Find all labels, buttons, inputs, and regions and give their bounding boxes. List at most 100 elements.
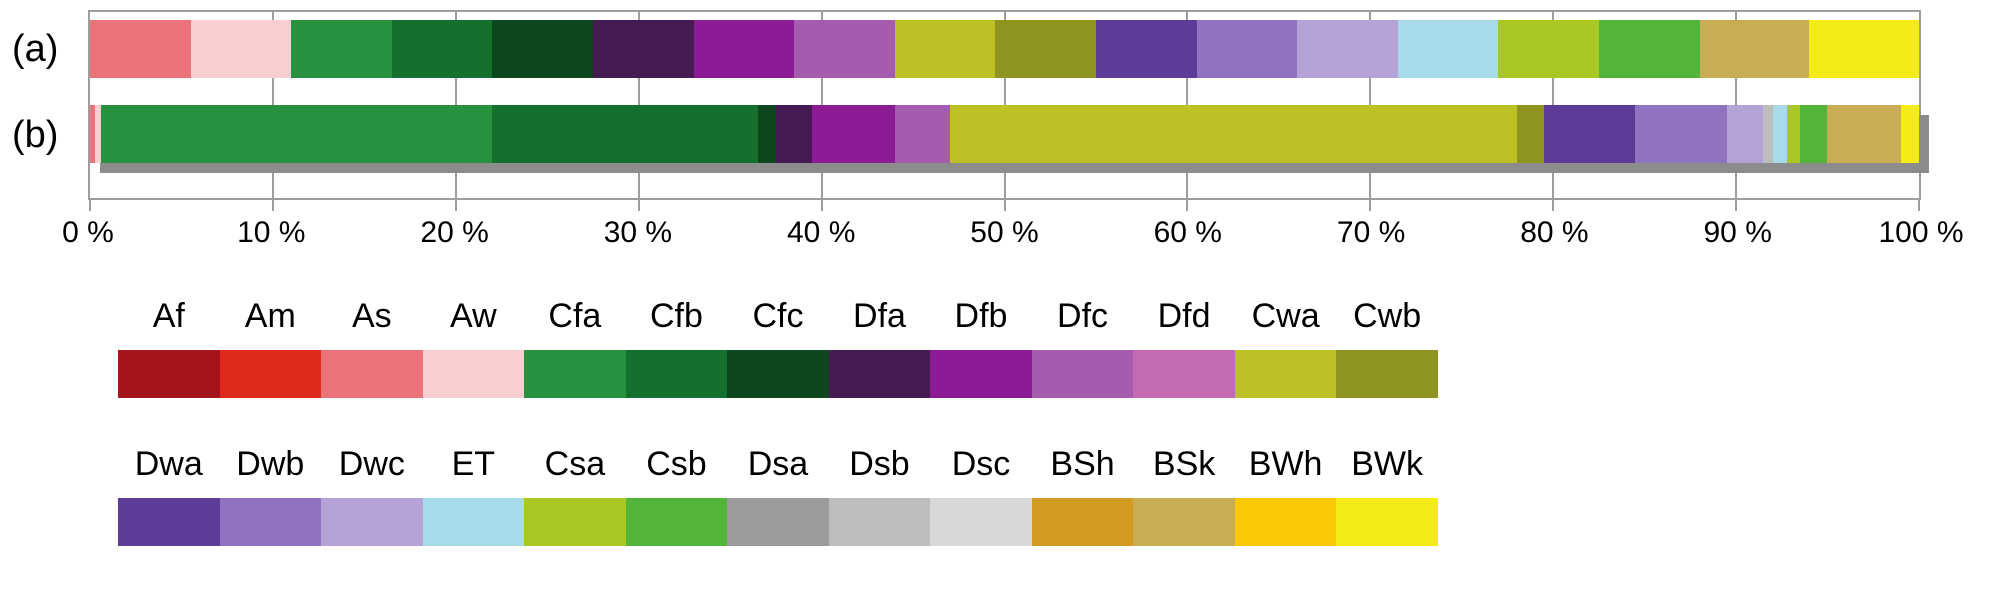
x-axis-label-10: 10 % — [237, 216, 306, 249]
axis-tick-20 — [454, 200, 457, 211]
x-axis-label-0: 0 % — [62, 216, 114, 249]
legend-label-Dwc: Dwc — [338, 445, 405, 483]
series-b-label: (b) — [12, 114, 59, 156]
x-axis-label-20: 20 % — [420, 216, 489, 249]
bar-a-segment-Cfc — [492, 20, 593, 78]
bar-b-segment-Dfc — [894, 105, 950, 163]
legend-label-BWk: BWk — [1351, 445, 1424, 483]
bar-b-segment-Dfa — [775, 105, 813, 163]
bar-a-segment-Cwb — [995, 20, 1096, 78]
legend-swatch-As — [321, 350, 423, 398]
legend-swatch-Csa — [524, 498, 626, 546]
legend-swatch-BWk — [1336, 498, 1438, 546]
legend-swatch-Dsc — [930, 498, 1032, 546]
bar-a-segment-Cwa — [894, 20, 996, 78]
bar-b-segment-Aw — [95, 105, 101, 163]
legend-label-Cfb: Cfb — [649, 297, 703, 335]
legend-label-Dwa: Dwa — [134, 445, 203, 483]
axis-tick-30 — [637, 200, 640, 211]
legend-swatch-Aw — [422, 350, 525, 398]
axis-tick-90 — [1735, 200, 1738, 211]
x-axis-label-80: 80 % — [1520, 216, 1589, 249]
bar-b-segment-BSk — [1827, 105, 1901, 163]
legend-row-2-swatches — [118, 498, 1438, 546]
x-axis-label-50: 50 % — [970, 216, 1039, 249]
x-axis-label-100: 100 % — [1878, 216, 1964, 249]
axis-tick-10 — [271, 200, 274, 211]
bar-b-segment-BWk — [1900, 105, 1919, 163]
legend-swatch-Am — [219, 350, 322, 398]
series-a-label: (a) — [12, 28, 59, 70]
bar-a-segment-Csa — [1498, 20, 1599, 78]
legend-swatch-BWh — [1234, 498, 1337, 546]
legend-label-Dfd: Dfd — [1157, 297, 1211, 335]
bar-b-segment-Csa — [1787, 105, 1800, 163]
x-axis-label-40: 40 % — [786, 216, 856, 249]
legend-swatch-ET — [422, 498, 525, 546]
x-axis-label-60: 60 % — [1153, 216, 1222, 249]
bar-b-segment-Cfb — [492, 105, 758, 163]
bar-b-segment-Cwa — [949, 105, 1517, 163]
legend-label-Cfa: Cfa — [548, 297, 602, 335]
legend-swatch-BSh — [1031, 498, 1134, 546]
legend-swatch-Dwa — [118, 498, 220, 546]
legend-swatch-Csb — [625, 498, 728, 546]
plot-area — [88, 10, 1929, 211]
bar-a-segment-As — [90, 20, 191, 78]
legend-swatch-Cfc — [727, 350, 829, 398]
legend-swatch-Cwa — [1234, 350, 1337, 398]
legend-label-BSh: BSh — [1050, 445, 1115, 483]
legend-label-BWh: BWh — [1248, 445, 1323, 483]
axis-tick-60 — [1186, 200, 1189, 211]
bar-a-segment-Dfb — [693, 20, 795, 78]
legend-swatch-Af — [118, 350, 220, 398]
legend-label-ET: ET — [451, 445, 496, 483]
bar-b-segment-Dwa — [1543, 105, 1636, 163]
bar-a-segment-Csb — [1598, 20, 1700, 78]
bar-b-segment-Dwb — [1635, 105, 1727, 163]
legend-swatch-Dfb — [930, 350, 1032, 398]
stacked-bar-b — [90, 105, 1919, 163]
legend-swatch-Dsb — [828, 498, 931, 546]
bar-b-segment-As — [90, 105, 96, 163]
stacked-bar-a — [90, 20, 1919, 78]
legend-label-Dsc: Dsc — [951, 445, 1011, 483]
bar-a-segment-Cfa — [291, 20, 392, 78]
legend-label-Csa: Csa — [544, 445, 606, 483]
bar-b-segment-Dfb — [812, 105, 895, 163]
legend-swatch-Dsa — [727, 498, 829, 546]
legend-label-Cfc: Cfc — [752, 297, 804, 335]
legend-label-Cwb: Cwb — [1353, 297, 1422, 335]
axis-tick-100 — [1918, 200, 1920, 211]
legend-label-Cwa: Cwa — [1251, 297, 1320, 335]
legend-label-Dfb: Dfb — [954, 297, 1008, 335]
bar-a-segment-Dwa — [1095, 20, 1197, 78]
legend-label-Dsa: Dsa — [747, 445, 809, 483]
bar-b-segment-Dsb — [1763, 105, 1773, 163]
bar-a-segment-ET — [1397, 20, 1499, 78]
legend-swatch-Cfa — [524, 350, 626, 398]
legend-row-1-labels: Af Am As Aw Cfa Cfb Cfc Dfa Dfb Dfc Dfd Cwa Cwb — [118, 297, 1438, 335]
legend-label-BSk: BSk — [1152, 445, 1216, 483]
legend-label-Dfc: Dfc — [1057, 297, 1109, 335]
axis-tick-0 — [89, 200, 91, 211]
bar-a-segment-BSk — [1699, 20, 1810, 78]
legend-swatch-Dwc — [321, 498, 423, 546]
legend-label-Af: Af — [152, 297, 185, 335]
bar-a-segment-Dfa — [592, 20, 694, 78]
bar-a-segment-Dwc — [1297, 20, 1398, 78]
legend-label-Dwb: Dwb — [236, 445, 305, 483]
x-axis-label-30: 30 % — [603, 216, 673, 249]
legend-swatch-Cwb — [1336, 350, 1438, 398]
bar-a-segment-Dfc — [794, 20, 895, 78]
legend-swatch-Cfb — [625, 350, 728, 398]
legend-label-As: As — [351, 297, 392, 335]
legend-label-Am: Am — [244, 297, 296, 335]
legend-swatch-Dfd — [1133, 350, 1235, 398]
bar-b-segment-Cwb — [1516, 105, 1544, 163]
legend-label-Csb: Csb — [646, 445, 707, 483]
legend-swatch-BSk — [1133, 498, 1235, 546]
axis-tick-40 — [820, 200, 823, 211]
axis-tick-70 — [1369, 200, 1372, 211]
